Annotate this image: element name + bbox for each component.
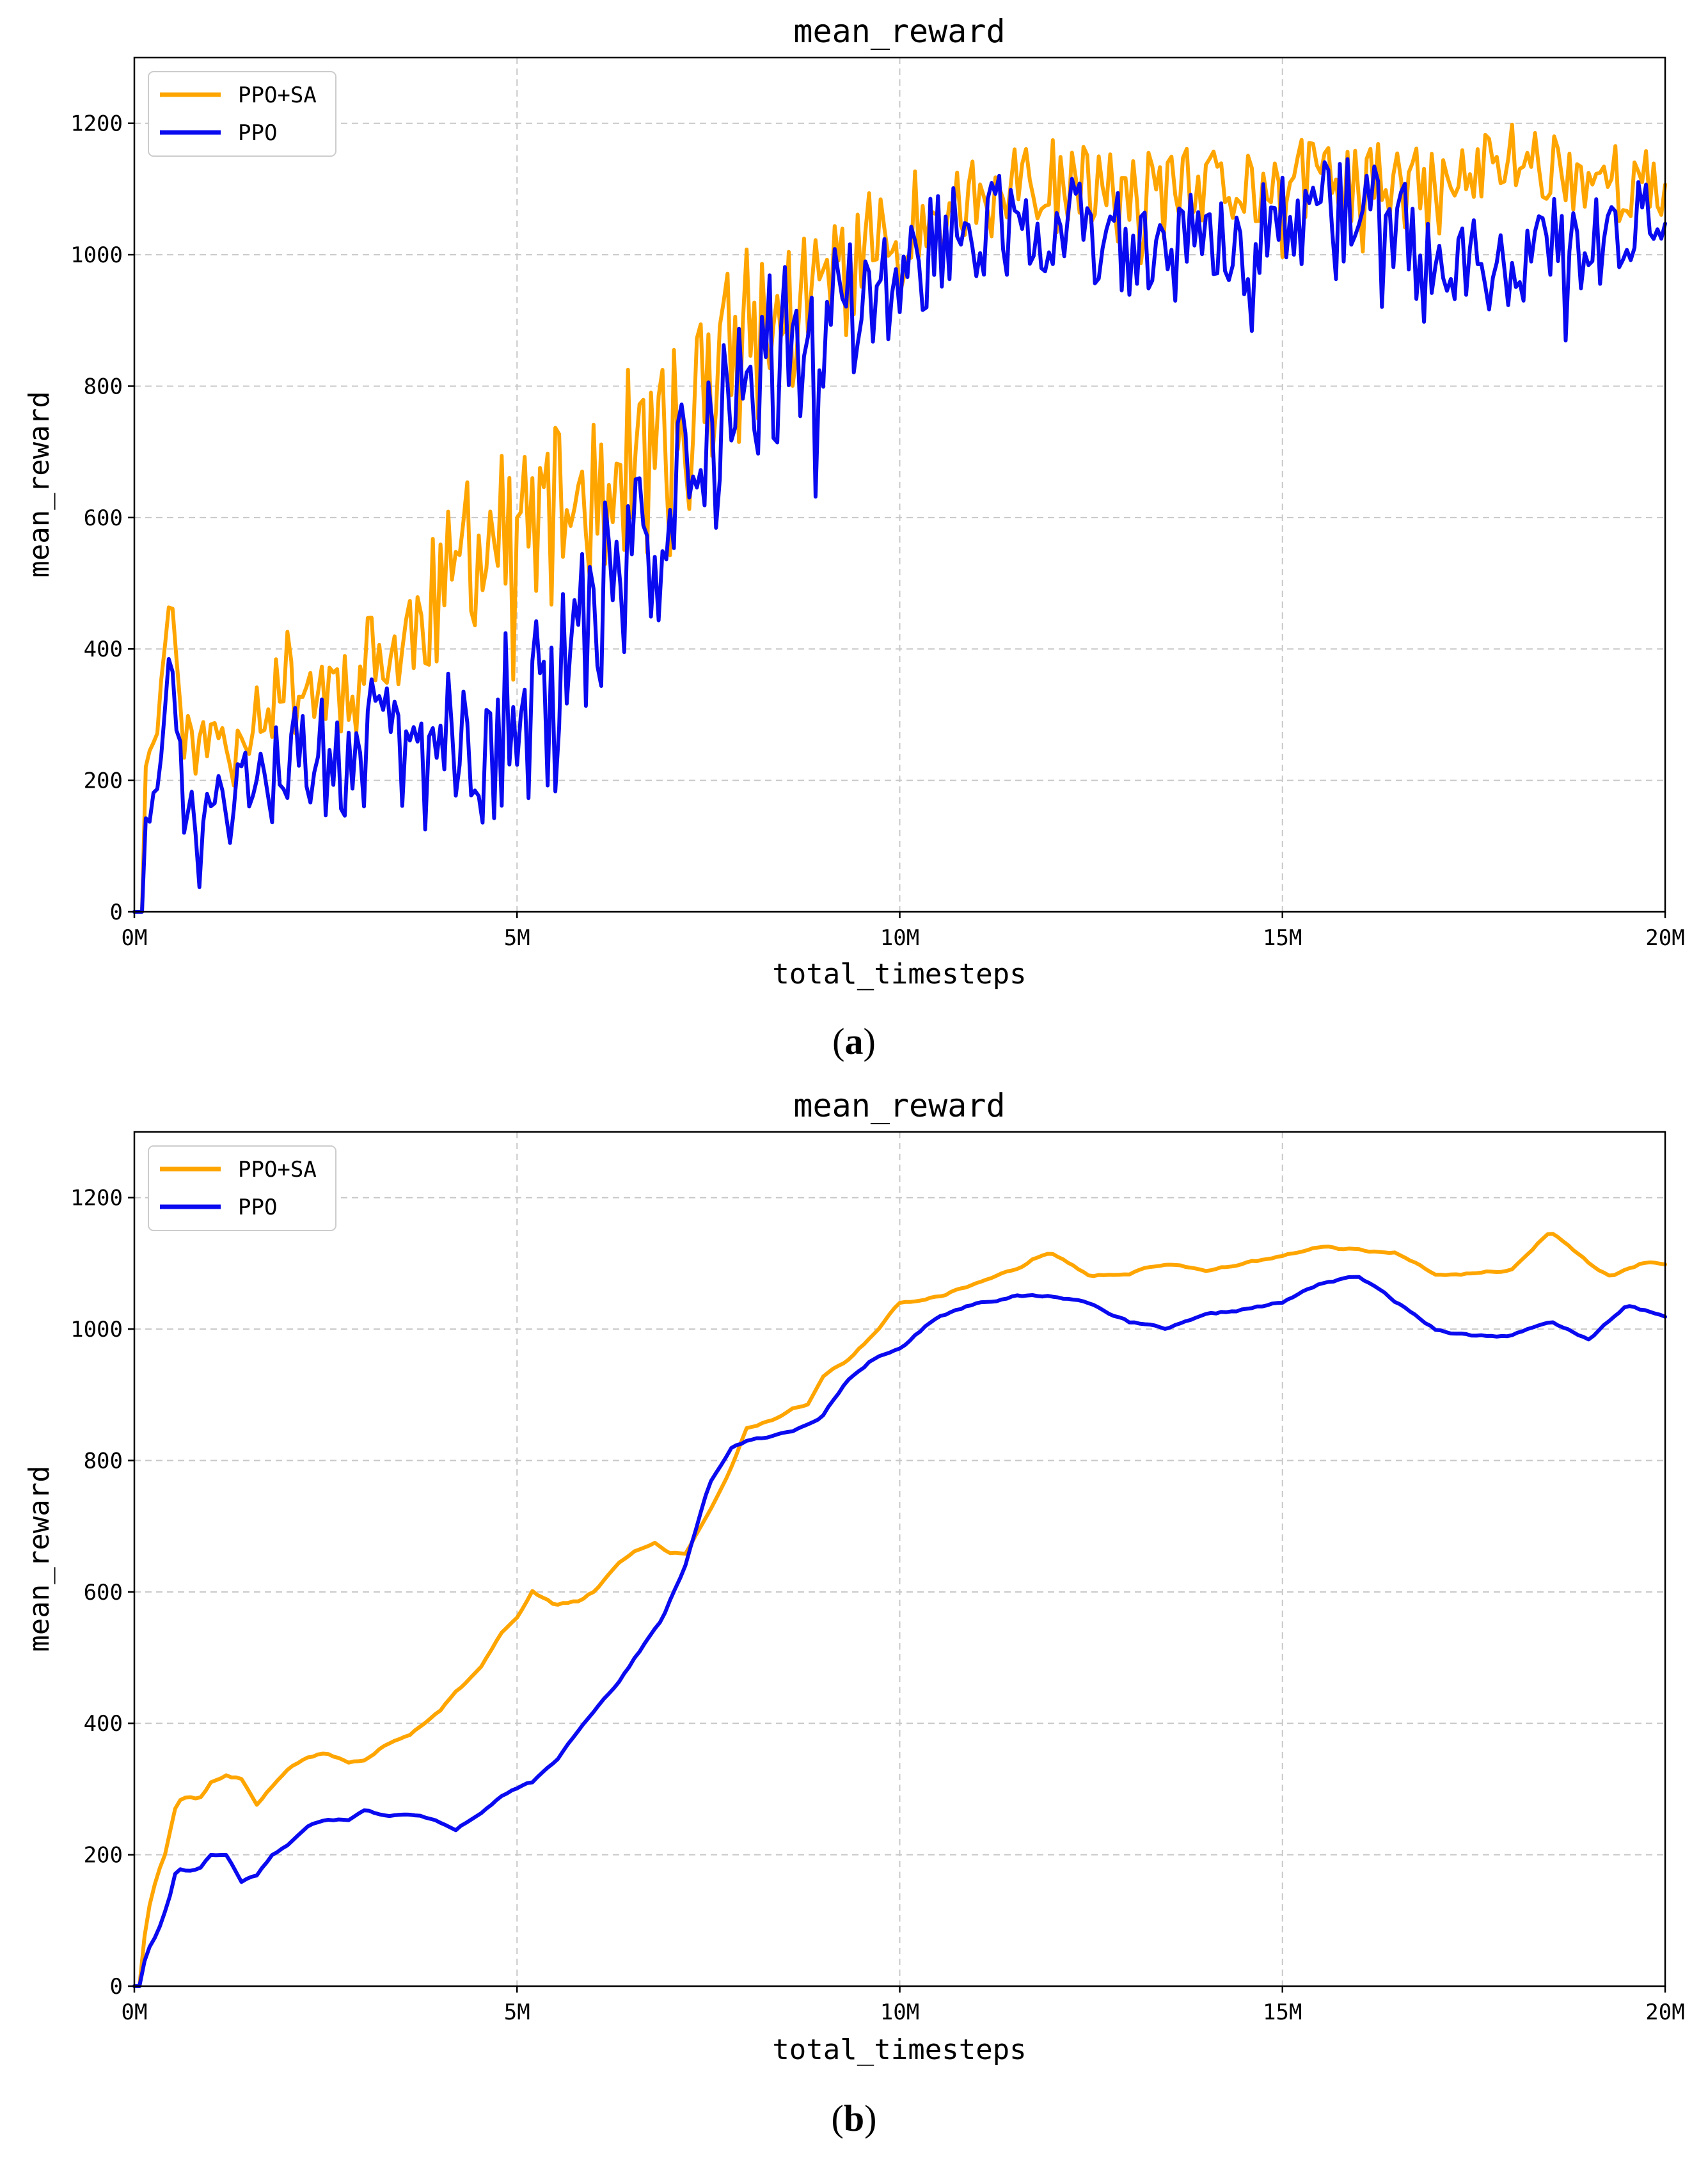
panel-a: mean_reward 0M 5M 10M 15M 20M 0 200 400 600 800 10… [23,13,1685,1062]
axis-ticks: 0M 5M 10M 15M 20M 0 200 400 600 800 1000 1200 [70,1186,1685,2025]
legend-label-ppo-sa: PPO+SA [238,83,317,108]
y-tick-label: 0 [110,1974,123,2000]
x-axis-label: total_timesteps [772,2034,1026,2066]
x-tick-label: 20M [1645,925,1684,951]
x-tick-label: 0M [122,925,148,951]
x-tick-label: 0M [122,2000,148,2025]
chart-title: mean_reward [793,13,1005,50]
y-tick-label: 1000 [70,1317,123,1342]
x-axis-label: total_timesteps [772,958,1026,991]
y-tick-label: 1000 [70,243,123,268]
legend-label-ppo: PPO [238,1195,277,1220]
y-tick-label: 800 [84,374,123,399]
legend: PPO+SA PPO [148,1145,336,1231]
panel-b: mean_reward 0M 5M 10M 15M 20M 0 200 400 600 800 10… [23,1087,1685,2139]
x-tick-label: 10M [880,925,919,951]
x-tick-label: 20M [1645,2000,1684,2025]
y-tick-label: 400 [84,1711,123,1737]
series-lines [132,1232,1667,1988]
grid-lines [134,1132,1665,1986]
x-tick-label: 10M [880,2000,919,2025]
y-tick-label: 400 [84,637,123,662]
legend: PPO+SA PPO [148,71,336,157]
y-tick-label: 600 [84,505,123,531]
panel-caption: (b) [832,2097,877,2139]
y-axis-label: mean_reward [23,391,56,577]
series-line-ppo [132,1275,1667,1988]
y-tick-label: 200 [84,768,123,794]
y-axis-label: mean_reward [23,1465,56,1652]
axis-ticks: 0M 5M 10M 15M 20M 0 200 400 600 800 1000 1200 [70,111,1685,951]
y-tick-label: 1200 [70,1186,123,1211]
series-line-ppo [132,157,1667,914]
y-tick-label: 200 [84,1843,123,1868]
legend-label-ppo: PPO [238,120,277,146]
y-tick-label: 1200 [70,111,123,137]
chart-title: mean_reward [793,1087,1005,1124]
y-tick-label: 0 [110,900,123,925]
y-tick-label: 800 [84,1448,123,1474]
series-lines [132,122,1667,914]
x-tick-label: 15M [1263,2000,1302,2025]
x-tick-label: 15M [1263,925,1302,951]
y-tick-label: 600 [84,1580,123,1605]
x-tick-label: 5M [504,2000,530,2025]
panel-caption: (a) [832,1021,876,1062]
legend-label-ppo-sa: PPO+SA [238,1157,317,1182]
series-line-ppo-sa [132,1232,1667,1988]
x-tick-label: 5M [504,925,530,951]
